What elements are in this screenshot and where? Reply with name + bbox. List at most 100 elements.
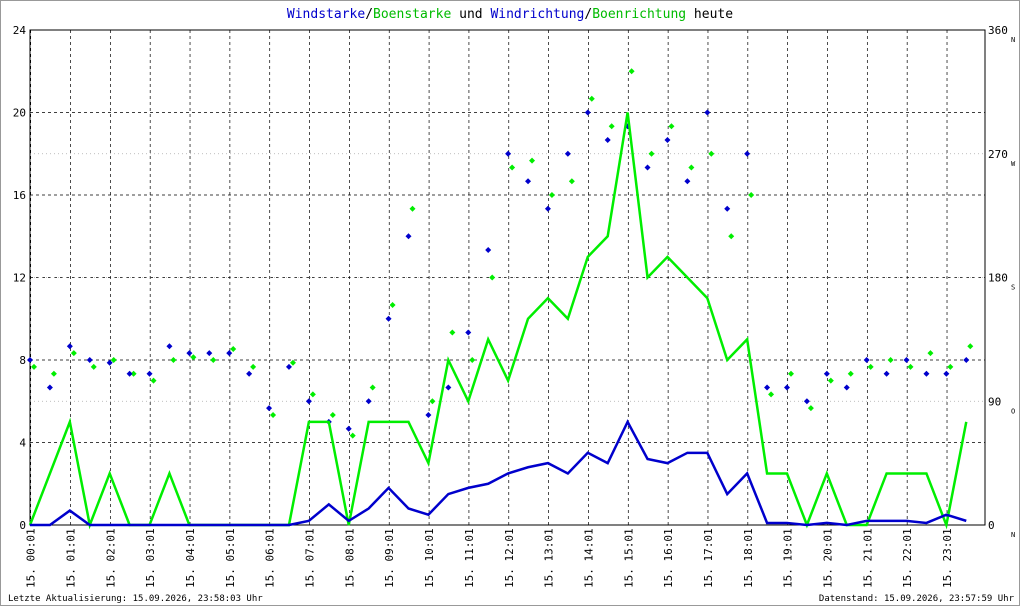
direction-point: [568, 178, 575, 185]
direction-point: [883, 370, 890, 377]
direction-point: [106, 359, 113, 366]
direction-point: [86, 357, 93, 363]
y2-tick-label: 180: [988, 272, 1008, 285]
direction-point: [31, 363, 37, 370]
direction-point: [584, 109, 591, 116]
direction-point: [206, 350, 213, 357]
x-tick-label: 15. 08:01: [343, 528, 356, 588]
direction-point: [485, 247, 492, 253]
x-tick-label: 15. 13:01: [543, 528, 556, 588]
direction-point: [688, 164, 695, 171]
direction-point: [405, 233, 412, 240]
direction-point: [668, 123, 675, 130]
direction-point: [604, 137, 611, 143]
direction-point: [66, 343, 73, 350]
x-tick-label: 15. 19:01: [782, 528, 795, 588]
direction-point: [27, 357, 33, 363]
x-tick-label: 15. 23:01: [941, 528, 954, 588]
direction-point: [90, 363, 97, 370]
y2-compass-label: W: [1011, 160, 1016, 168]
direction-point: [863, 357, 870, 363]
direction-point: [787, 370, 794, 377]
direction-point: [544, 205, 551, 212]
direction-point: [564, 150, 571, 157]
direction-point: [369, 384, 376, 391]
x-tick-label: 15. 11:01: [463, 528, 476, 588]
direction-point: [764, 384, 771, 391]
direction-point: [285, 363, 292, 370]
direction-point: [146, 370, 153, 377]
series-line: [28, 112, 968, 530]
x-tick-label: 15. 12:01: [503, 528, 516, 588]
direction-point: [628, 68, 635, 75]
direction-point: [329, 412, 336, 418]
y-tick-label: 12: [13, 272, 26, 285]
direction-point: [445, 384, 452, 391]
y2-compass-label: S: [1011, 284, 1015, 292]
x-tick-label: 15. 05:01: [224, 528, 237, 588]
direction-point: [345, 425, 352, 432]
direction-point: [246, 370, 253, 377]
y-tick-label: 20: [13, 107, 26, 120]
y-tick-label: 8: [19, 354, 26, 367]
direction-point: [744, 150, 751, 157]
direction-point: [823, 370, 830, 377]
y-tick-label: 4: [19, 437, 26, 450]
x-tick-label: 15. 20:01: [821, 528, 834, 588]
y2-tick-label: 360: [988, 24, 1008, 37]
direction-point: [927, 350, 934, 357]
y2-compass-label: N: [1011, 531, 1015, 539]
x-tick-label: 15. 06:01: [264, 528, 277, 588]
x-tick-label: 15. 14:01: [582, 528, 595, 588]
direction-point: [309, 391, 316, 398]
direction-point: [803, 398, 810, 405]
direction-point: [648, 150, 655, 157]
direction-point: [748, 192, 755, 198]
direction-point: [588, 95, 595, 102]
direction-point: [210, 357, 217, 363]
direction-point: [289, 359, 296, 366]
direction-point: [349, 432, 356, 439]
direction-point: [266, 405, 273, 412]
direction-point: [505, 150, 512, 157]
direction-point: [525, 178, 532, 185]
direction-point: [70, 350, 77, 357]
direction-point: [226, 350, 233, 357]
direction-point: [923, 370, 930, 377]
title-part: Boenrichtung: [592, 7, 686, 22]
title-part: Windstarke: [287, 7, 365, 22]
direction-point: [724, 205, 731, 212]
title-part: und: [451, 7, 490, 22]
y2-tick-label: 0: [988, 519, 995, 532]
direction-point: [449, 329, 456, 336]
direction-point: [150, 377, 157, 384]
direction-point: [126, 370, 133, 377]
x-tick-label: 15. 07:01: [304, 528, 317, 588]
direction-point: [943, 370, 950, 377]
y-tick-label: 16: [13, 189, 26, 202]
y2-compass-label: O: [1011, 407, 1015, 415]
direction-point: [270, 412, 277, 418]
direction-point: [529, 157, 536, 164]
title-part: Windrichtung: [490, 7, 584, 22]
direction-point: [664, 137, 671, 143]
direction-point: [967, 343, 974, 350]
direction-point: [190, 354, 197, 361]
plot-border: [29, 29, 986, 526]
direction-point: [783, 384, 790, 391]
x-tick-label: 15. 21:01: [861, 528, 874, 588]
direction-point: [548, 192, 555, 198]
direction-point: [847, 370, 854, 377]
direction-point: [708, 150, 715, 157]
direction-point: [46, 384, 53, 391]
x-tick-label: 15. 17:01: [702, 528, 715, 588]
y-tick-label: 24: [13, 24, 27, 37]
direction-point: [250, 363, 257, 370]
x-tick-label: 15. 01:01: [65, 528, 78, 588]
x-tick-label: 15. 09:01: [383, 528, 396, 588]
direction-point: [305, 398, 312, 405]
x-tick-label: 15. 18:01: [742, 528, 755, 588]
direction-point: [887, 357, 894, 363]
direction-point: [509, 164, 516, 171]
